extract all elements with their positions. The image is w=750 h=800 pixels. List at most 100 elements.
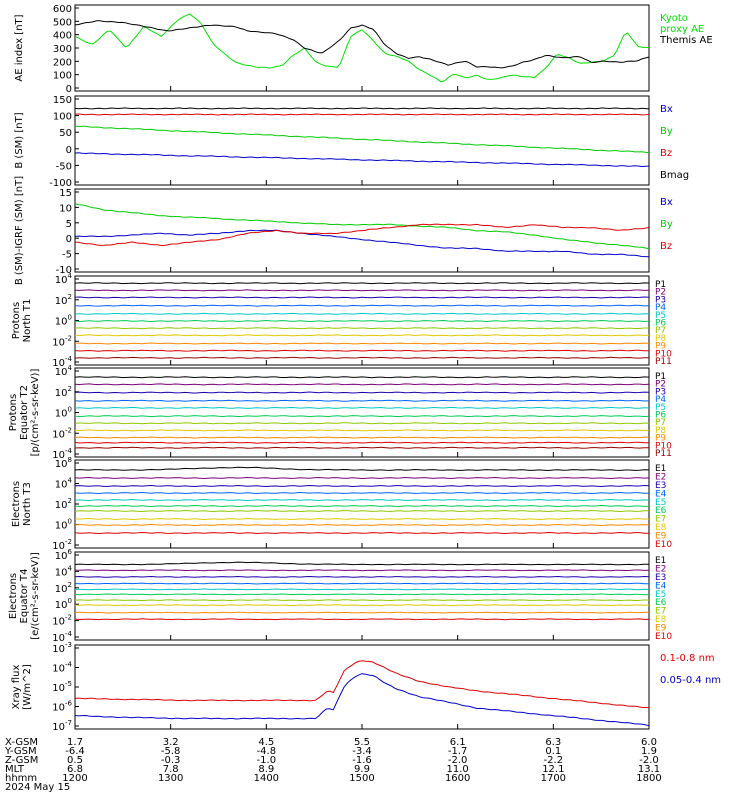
channel-label: P9: [655, 434, 666, 444]
legend-label: By: [660, 219, 673, 230]
y-tick-label: 104: [55, 364, 73, 378]
footer-value: 1400: [254, 773, 279, 784]
legend-label: 0.1-0.8 nm: [660, 653, 715, 664]
channel-line-P9: [74, 436, 650, 439]
y-axis-label: Equator T2: [19, 385, 30, 440]
footer-value: 11.0: [447, 764, 469, 775]
channel-line-P5: [74, 312, 650, 315]
y-tick-label: 104: [55, 477, 73, 491]
channel-line-E7: [74, 509, 649, 513]
channel-line-P7: [74, 422, 650, 425]
channel-label: P2: [655, 380, 666, 390]
channel-line-E3: [74, 484, 650, 488]
channel-line-E10: [74, 618, 649, 621]
series-line-1: [74, 229, 650, 258]
y-tick-label: 0: [66, 84, 72, 95]
footer-value: 4.5: [258, 737, 274, 748]
y-tick-label: 0: [66, 234, 72, 245]
footer-value: 6.3: [545, 737, 561, 748]
y-tick-label: 102: [55, 581, 72, 595]
y-tick-label: 10-3: [52, 641, 72, 655]
y-tick-label: 150: [53, 95, 72, 106]
channel-label: P3: [655, 295, 666, 305]
y-tick-label: -50: [56, 161, 72, 172]
footer-value: 0.5: [67, 755, 83, 766]
channel-line-E6: [74, 593, 650, 596]
channel-line-E5: [74, 498, 650, 502]
channel-line-P10: [74, 441, 649, 444]
channel-line-E6: [74, 504, 650, 508]
channel-line-E10: [74, 531, 649, 535]
y-tick-label: 10-2: [52, 538, 72, 552]
y-tick-label: -100: [49, 178, 72, 189]
y-tick-label: 100: [55, 406, 72, 420]
channel-label: E3: [655, 481, 666, 491]
channel-line-E8: [74, 604, 650, 607]
panel-1: 600 500 400 300 200 100 0 AE index [nT] Kyotopro…: [14, 4, 713, 95]
y-tick-label: 600: [53, 4, 72, 15]
footer-value: 12.1: [542, 764, 564, 775]
footer-row-label: X-GSM: [5, 737, 38, 748]
footer-value: -6.4: [65, 746, 85, 757]
channel-label: P10: [655, 349, 672, 359]
channel-label: E1: [655, 556, 666, 566]
y-tick-label: -10: [56, 265, 72, 276]
footer-value: 3.2: [163, 737, 179, 748]
footer-value: -1.6: [352, 755, 372, 766]
footer-value: -5.8: [161, 746, 181, 757]
series-line-4: [74, 107, 650, 110]
channel-line-P4: [74, 399, 650, 402]
channel-label: E9: [655, 532, 667, 542]
series-line-1: [74, 13, 650, 83]
y-tick-label: 106: [55, 548, 73, 562]
channel-label: P6: [655, 319, 666, 329]
channel-line-P2: [74, 289, 650, 292]
y-tick-label: 10-5: [52, 680, 72, 694]
channel-label: P9: [655, 342, 666, 352]
y-axis-label: AE index [nT]: [14, 14, 25, 81]
y-tick-label: 100: [55, 314, 72, 328]
footer-row-label: hhmm: [5, 773, 37, 784]
y-tick-label: 400: [53, 31, 72, 42]
channel-label: E10: [655, 632, 672, 642]
channel-label: P6: [655, 411, 666, 421]
footer-value: 1700: [541, 773, 566, 784]
channel-label: E4: [655, 489, 667, 499]
y-axis-label: [W/m^2]: [22, 664, 33, 710]
panel-frame: [74, 4, 650, 92]
legend-label: Bz: [660, 148, 672, 159]
y-tick-label: 500: [53, 17, 72, 28]
y-tick-label: 10: [59, 203, 72, 214]
channel-label: P5: [655, 311, 666, 321]
footer-value: -2.0: [639, 755, 659, 766]
panel-3: 15 10 5 0 -5 -10 B (SM)-IGRF (SM) [nT] Bx By Bz: [14, 176, 673, 285]
channel-line-P3: [74, 296, 650, 299]
series-line-2: [74, 673, 650, 727]
channel-line-P8: [74, 334, 650, 337]
y-axis-label: [p/(cm²-s-sr-keV)]: [30, 369, 41, 457]
y-axis-label: Electrons: [8, 573, 19, 619]
y-axis-label: Protons: [11, 302, 22, 339]
channel-line-P3: [74, 391, 650, 394]
channel-line-P1: [74, 282, 650, 285]
channel-label: E7: [655, 515, 666, 525]
channel-label: E8: [655, 523, 667, 533]
y-tick-label: 100: [53, 112, 72, 123]
y-tick-label: 10-4: [52, 355, 72, 369]
channel-label: P7: [655, 326, 666, 336]
channel-label: P1: [655, 372, 666, 382]
panel-2: 150 100 50 0 -50 -100 B (SM) [nT] Bx By Bz Bmag: [14, 95, 689, 189]
footer-value: 1300: [158, 773, 183, 784]
y-axis-label: Protons: [8, 394, 19, 431]
y-tick-label: 104: [55, 272, 73, 286]
series-line-3: [74, 113, 650, 116]
channel-line-E9: [74, 523, 650, 527]
y-tick-label: 102: [55, 497, 72, 511]
channel-line-E4: [74, 582, 650, 585]
channel-label: E10: [655, 540, 672, 550]
footer-value: -4.8: [257, 746, 277, 757]
footer-value: 7.8: [163, 764, 179, 775]
panel-4: 104 102 100 10-2 10-4 Protons North T1 P1P2P3P4…: [11, 272, 672, 369]
footer-value: 9.9: [354, 764, 370, 775]
